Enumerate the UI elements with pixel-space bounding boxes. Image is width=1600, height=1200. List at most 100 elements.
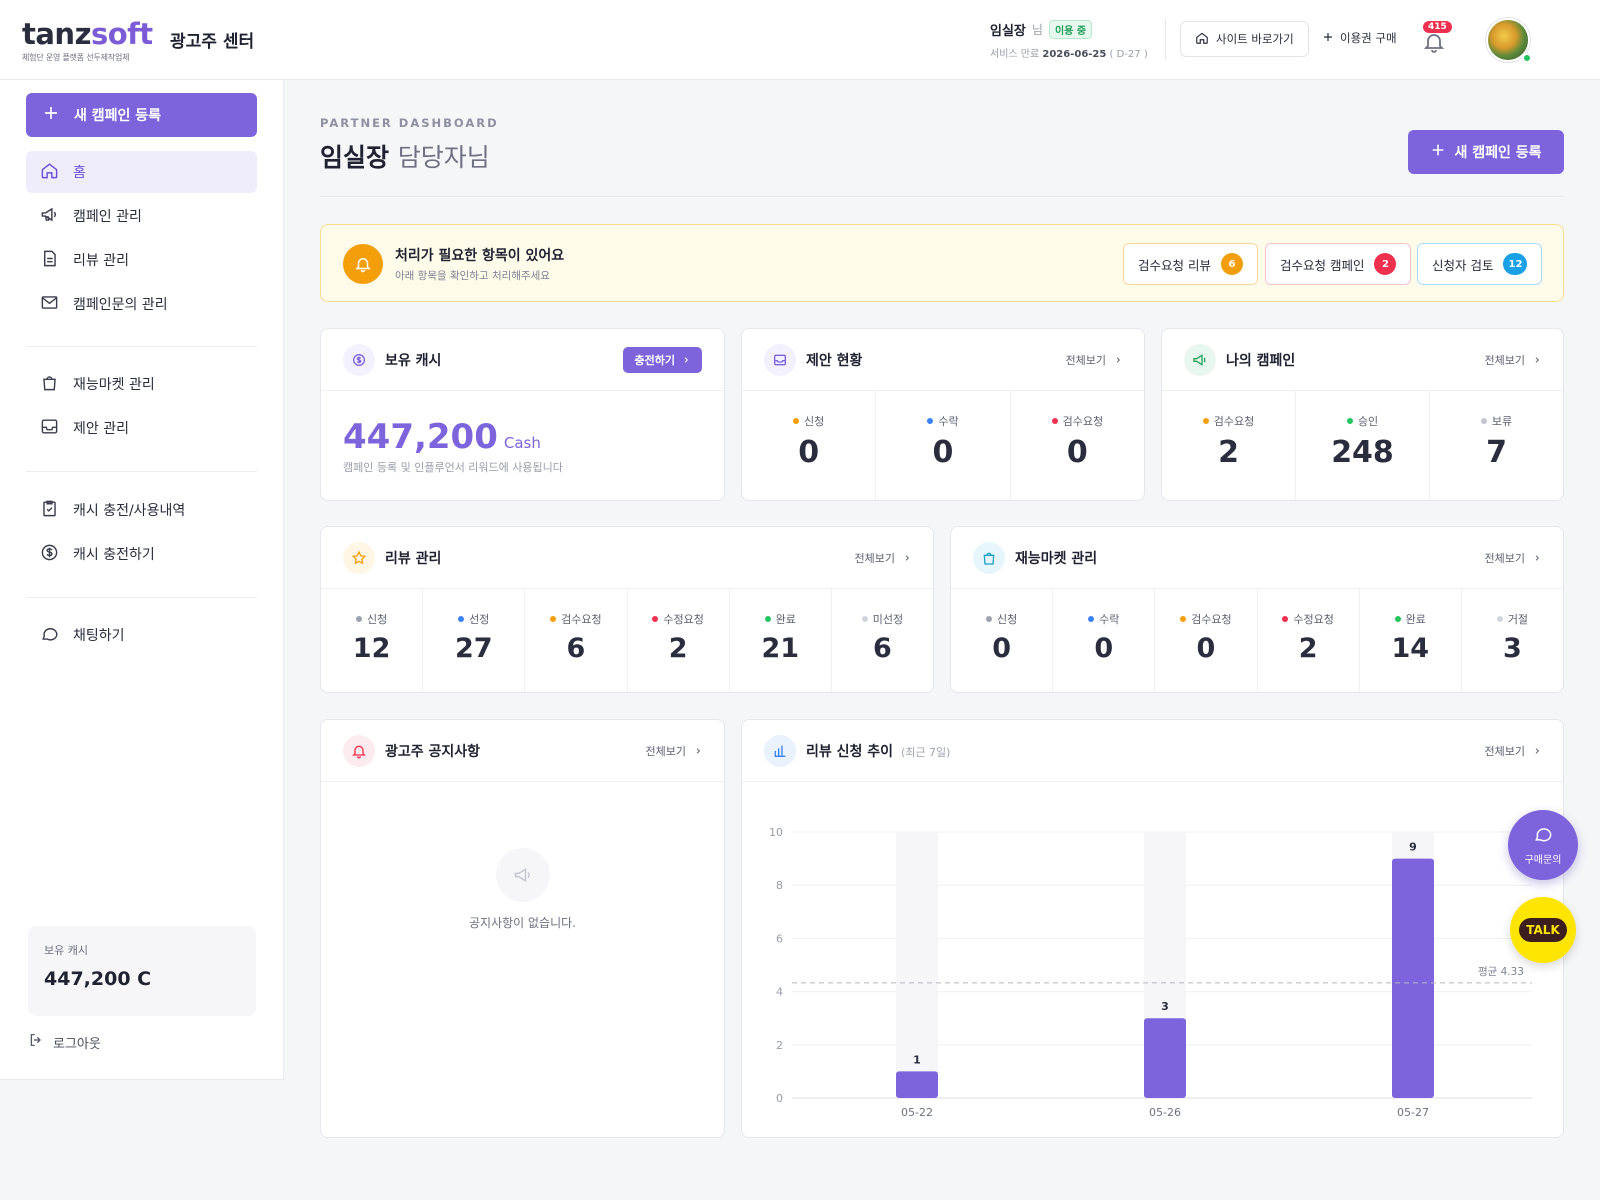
stat-value: 2 [668, 633, 688, 664]
stat-item[interactable]: 검수요청 0 [1155, 589, 1258, 692]
status-dot [1346, 418, 1353, 424]
stat-item[interactable]: 완료 21 [730, 589, 832, 692]
sidebar-new-campaign-button[interactable]: 새 캠페인 등록 [26, 93, 257, 137]
chat-bubble-icon [40, 624, 59, 647]
my-campaign-card: 나의 캠페인 전체보기 검수요청 2 승인 248 보류 7 [1161, 328, 1564, 501]
stat-value: 2 [1298, 633, 1318, 664]
stat-item[interactable]: 보류 7 [1430, 391, 1563, 500]
chevron-right-icon [903, 552, 911, 565]
sidebar-cash-value: 447,200 C [44, 968, 152, 990]
bell-icon [343, 244, 383, 284]
charge-button[interactable]: 충전하기 [622, 347, 702, 373]
stat-item[interactable]: 신청 12 [321, 589, 424, 692]
stat-label: 신청 [366, 613, 388, 626]
stat-item[interactable]: 수락 0 [876, 391, 1011, 500]
stat-item[interactable]: 신청 0 [742, 391, 877, 500]
purchase-inquiry-button[interactable]: 구매문의 [1508, 810, 1578, 880]
star-icon [343, 542, 375, 574]
sidebar-item-home[interactable]: 홈 [26, 151, 257, 193]
sidebar-item-campaign-inquiries[interactable]: 캠페인문의 관리 [26, 283, 257, 325]
stat-item[interactable]: 수정요청 2 [1258, 589, 1360, 692]
stat-value: 12 [352, 633, 391, 664]
stat-value: 27 [454, 633, 493, 664]
user-info: 임실장 님 이용 중 서비스 만료 2026-06-25 ( D-27 ) [990, 20, 1148, 60]
sidebar-item-reviews[interactable]: 리뷰 관리 [26, 239, 257, 281]
notification-button[interactable]: 415 [1420, 21, 1452, 53]
view-all-link[interactable]: 전체보기 [1066, 352, 1122, 368]
sidebar-item-chat[interactable]: 채팅하기 [26, 614, 257, 656]
stat-item[interactable]: 검수요청 0 [1011, 391, 1144, 500]
status-dot [550, 616, 557, 622]
alert-subtitle: 아래 항목을 확인하고 처리해주세요 [395, 270, 550, 282]
view-all-link[interactable]: 전체보기 [1485, 550, 1541, 566]
site-shortcut-label: 사이트 바로가기 [1216, 32, 1294, 46]
sidebar-item-label: 제안 관리 [73, 421, 129, 437]
stat-item[interactable]: 거절 3 [1462, 589, 1563, 692]
site-shortcut-button[interactable]: 사이트 바로가기 [1180, 21, 1309, 57]
view-all-link[interactable]: 전체보기 [1485, 352, 1541, 368]
stat-item[interactable]: 수정요청 2 [628, 589, 730, 692]
page-title-name: 임실장 [320, 143, 390, 172]
cash-card: 보유 캐시 충전하기 447,200 Cash 캠페인 등록 및 인플루언서 리워… [320, 328, 725, 501]
megaphone-icon [1184, 344, 1216, 376]
status-dot [861, 616, 868, 622]
view-all-link[interactable]: 전체보기 [855, 550, 911, 566]
sidebar-item-label: 캐시 충전/사용내역 [73, 503, 186, 519]
status-dot [355, 616, 362, 622]
buy-pass-link[interactable]: 이용권 구매 [1322, 30, 1397, 46]
bar-track [896, 832, 938, 1098]
plus-icon [42, 104, 60, 126]
card-header: 제안 현황 전체보기 [742, 329, 1144, 391]
stat-item[interactable]: 검수요청 6 [525, 589, 628, 692]
stat-value: 2 [1218, 435, 1239, 470]
view-all-label: 전체보기 [645, 745, 686, 758]
home-icon [40, 161, 59, 184]
notification-count: 415 [1423, 21, 1452, 33]
sidebar-item-proposals[interactable]: 제안 관리 [26, 407, 257, 449]
stat-item[interactable]: 완료 14 [1360, 589, 1462, 692]
stat-row: 신청 0 수락 0 검수요청 0 [742, 391, 1144, 500]
inbox-icon [40, 417, 59, 440]
kakao-talk-button[interactable]: TALK [1510, 897, 1576, 963]
chart-bar [1392, 858, 1434, 1098]
stat-label: 보류 [1491, 415, 1513, 428]
new-campaign-button[interactable]: 새 캠페인 등록 [1408, 130, 1564, 174]
card-header: 재능마켓 관리 전체보기 [951, 527, 1563, 589]
sidebar-cash-label: 보유 캐시 [44, 944, 88, 957]
expiry-date: 2026-06-25 [1042, 49, 1107, 60]
stat-item[interactable]: 미선정 6 [832, 589, 933, 692]
stat-item[interactable]: 승인 248 [1296, 391, 1430, 500]
view-all-link[interactable]: 전체보기 [1485, 743, 1541, 759]
chip-applicant-review[interactable]: 신청자 검토 12 [1417, 243, 1543, 285]
sidebar-item-cash-charge[interactable]: 캐시 충전하기 [26, 533, 257, 575]
chevron-right-icon [1533, 745, 1541, 758]
chip-campaign-inspection[interactable]: 검수요청 캠페인 2 [1265, 243, 1412, 285]
sidebar-item-label: 채팅하기 [73, 628, 125, 644]
stat-value: 0 [1094, 633, 1114, 664]
avatar[interactable] [1486, 18, 1530, 62]
stat-item[interactable]: 신청 0 [951, 589, 1054, 692]
brand-logo[interactable]: tanzsoft 체험단 운영 플랫폼 선두제작업체 [22, 20, 153, 63]
stat-item[interactable]: 수락 0 [1053, 589, 1156, 692]
stat-item[interactable]: 선정 27 [423, 589, 526, 692]
sidebar-item-campaigns[interactable]: 캠페인 관리 [26, 195, 257, 237]
buy-pass-label: 이용권 구매 [1340, 31, 1397, 45]
x-tick-label: 05-27 [1397, 1106, 1429, 1119]
notice-card: 광고주 공지사항 전체보기 공지사항이 없습니다. [320, 719, 725, 1138]
logout-button[interactable]: 로그아웃 [28, 1032, 101, 1052]
sidebar-item-talent-market[interactable]: 재능마켓 관리 [26, 363, 257, 405]
chip-review-inspection[interactable]: 검수요청 리뷰 6 [1123, 243, 1258, 285]
logo-suffix: soft [90, 17, 153, 51]
megaphone-icon [40, 205, 59, 228]
stat-item[interactable]: 검수요청 2 [1162, 391, 1296, 500]
stat-value: 0 [992, 633, 1011, 664]
expiry-label: 서비스 만료 [990, 49, 1040, 60]
sidebar-divider [26, 471, 257, 472]
stat-value: 0 [798, 435, 820, 470]
average-label: 평균 4.33 [1478, 966, 1524, 978]
title-divider [320, 196, 1564, 197]
view-all-link[interactable]: 전체보기 [646, 743, 702, 759]
sidebar-item-cash-history[interactable]: 캐시 충전/사용내역 [26, 489, 257, 531]
stat-label: 수정요청 [663, 613, 704, 626]
card-title: 제안 현황 [806, 353, 863, 369]
